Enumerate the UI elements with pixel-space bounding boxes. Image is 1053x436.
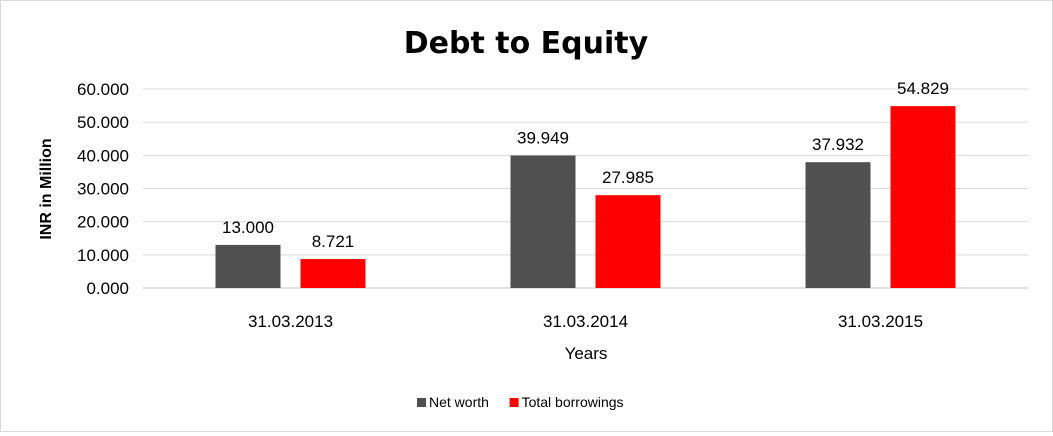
data-label: 39.949 bbox=[517, 129, 569, 148]
legend-label: Total borrowings bbox=[522, 394, 624, 410]
legend-swatch bbox=[417, 398, 426, 407]
x-axis-label: Years bbox=[565, 344, 608, 363]
data-label: 13.000 bbox=[222, 218, 274, 237]
legend-label: Net worth bbox=[429, 394, 489, 410]
chart-title: Debt to Equity bbox=[404, 26, 649, 61]
y-tick-label: 50.000 bbox=[77, 113, 129, 132]
bar-net-worth bbox=[805, 162, 871, 288]
bar-total-borrowings bbox=[890, 106, 956, 288]
x-tick-label: 31.03.2015 bbox=[838, 312, 923, 331]
data-label: 54.829 bbox=[897, 79, 949, 98]
y-tick-label: 60.000 bbox=[77, 80, 129, 99]
bar-total-borrowings bbox=[300, 259, 366, 288]
y-tick-labels: 0.000 10.000 20.000 30.000 40.000 50.000 60.00… bbox=[77, 80, 129, 298]
x-tick-label: 31.03.2014 bbox=[543, 312, 628, 331]
bar-net-worth bbox=[215, 244, 281, 288]
y-tick-label: 20.000 bbox=[77, 213, 129, 232]
data-label: 37.932 bbox=[812, 135, 864, 154]
bars: 13.000 8.721 39.949 27.985 37.932 54.829 bbox=[215, 79, 956, 288]
x-tick-labels: 31.03.2013 31.03.2014 31.03.2015 bbox=[248, 312, 923, 331]
y-tick-label: 30.000 bbox=[77, 180, 129, 199]
y-tick-label: 40.000 bbox=[77, 146, 129, 165]
data-label: 8.721 bbox=[312, 232, 355, 251]
y-tick-label: 0.000 bbox=[86, 279, 129, 298]
legend-swatch bbox=[509, 398, 519, 407]
bar-net-worth bbox=[510, 155, 576, 288]
y-axis-label: INR in Million bbox=[38, 138, 55, 239]
data-label: 27.985 bbox=[602, 168, 654, 187]
legend: Net worth Total borrowings bbox=[417, 394, 624, 410]
bar-total-borrowings bbox=[595, 195, 661, 288]
y-tick-label: 10.000 bbox=[77, 246, 129, 265]
x-tick-label: 31.03.2013 bbox=[248, 312, 333, 331]
gridlines bbox=[143, 88, 1028, 289]
